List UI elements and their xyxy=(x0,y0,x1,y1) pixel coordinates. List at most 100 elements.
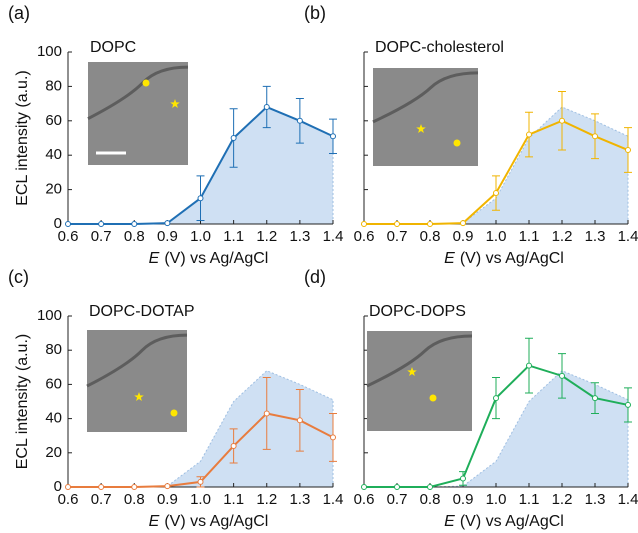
x-tick-label: 1.3 xyxy=(289,491,310,508)
point xyxy=(65,484,71,490)
point xyxy=(330,434,336,441)
inset-dot xyxy=(429,394,437,402)
x-axis-text: (V) vs Ag/AgCl xyxy=(164,513,268,530)
panel-label: DOPC-DOPS xyxy=(369,303,466,320)
point xyxy=(98,484,105,490)
point xyxy=(493,190,499,197)
point xyxy=(394,221,400,227)
point xyxy=(98,221,105,227)
y-axis-label: ECL intensity (a.u.) xyxy=(14,70,31,205)
point xyxy=(526,362,532,369)
x-tick-label: 0.6 xyxy=(58,491,79,508)
x-tick-label: 1.2 xyxy=(256,491,277,508)
point xyxy=(559,372,565,379)
x-axis-label: E (V) vs Ag/AgCl xyxy=(444,513,564,530)
x-tick-label: 0.6 xyxy=(354,228,375,245)
x-tick-label: 1.4 xyxy=(618,491,638,508)
y-tick-label: 20 xyxy=(45,181,62,198)
x-tick-label: 0.8 xyxy=(420,228,441,245)
x-tick-label: 0.6 xyxy=(58,228,79,245)
x-tick-label: 1.0 xyxy=(190,491,211,508)
inset-star xyxy=(416,124,426,133)
point xyxy=(65,221,71,227)
x-tick-label: 1.4 xyxy=(618,228,638,245)
x-tick-label: 1.3 xyxy=(585,228,606,245)
x-axis-symbol: E xyxy=(444,250,455,267)
inset-star xyxy=(170,99,180,108)
x-tick-label: 0.9 xyxy=(453,491,474,508)
inset-image xyxy=(88,62,188,165)
panel-letter: (b) xyxy=(304,3,326,23)
inset-edge xyxy=(86,333,188,388)
y-tick-label: 80 xyxy=(45,77,62,94)
point xyxy=(230,135,237,141)
inset-dot xyxy=(453,139,461,147)
x-axis-symbol: E xyxy=(149,250,160,267)
x-tick-label: 1.3 xyxy=(289,228,310,245)
point xyxy=(460,220,466,227)
panel: 0.6 0.7 0.8 0.9 1.0 1.1 1.2 1.3 1.4 E (V) vs Ag/Ag… xyxy=(304,3,638,267)
y-tick-label: 40 xyxy=(45,146,62,163)
point xyxy=(131,484,138,490)
x-tick-label: 0.7 xyxy=(387,491,408,508)
panel-label: DOPC-DOTAP xyxy=(89,303,194,320)
panel-letter: (d) xyxy=(304,267,326,287)
y-tick-label: 0 xyxy=(54,478,62,495)
panel: 0 20 40 60 80 100 0.6 0.7 0.8 0.9 1.0 1.1 1.2 1.3 1.4 E… xyxy=(8,267,343,530)
point xyxy=(164,220,171,227)
x-tick-label: 1.2 xyxy=(552,228,573,245)
point xyxy=(427,484,433,490)
point xyxy=(361,221,367,227)
y-tick-label: 40 xyxy=(45,410,62,427)
inset-image xyxy=(87,330,187,432)
panel-label: DOPC-cholesterol xyxy=(375,39,504,56)
point xyxy=(164,483,171,490)
x-tick-label: 0.8 xyxy=(124,491,145,508)
point xyxy=(592,133,598,140)
point xyxy=(296,417,303,424)
x-tick-label: 1.1 xyxy=(519,491,540,508)
point xyxy=(559,117,565,124)
inset-edge xyxy=(366,334,473,388)
inset-star xyxy=(134,392,144,401)
point xyxy=(592,395,598,402)
x-axis-text: (V) vs Ag/AgCl xyxy=(460,250,564,267)
point xyxy=(427,221,433,227)
point xyxy=(263,410,270,417)
x-tick-label: 0.9 xyxy=(157,228,178,245)
reference-area xyxy=(364,370,629,488)
x-tick-label: 1.4 xyxy=(323,491,344,508)
panel-label: DOPC xyxy=(90,39,136,56)
x-axis-label: E (V) vs Ag/AgCl xyxy=(149,513,269,530)
x-tick-label: 0.7 xyxy=(91,228,112,245)
x-tick-label: 1.0 xyxy=(486,228,507,245)
x-tick-label: 1.1 xyxy=(223,228,244,245)
y-tick-label: 20 xyxy=(45,444,62,461)
panel: 0 20 40 60 80 100 0.6 0.7 0.8 0.9 1.0 1.1 1.2 1.3 1.4 E… xyxy=(8,3,343,267)
inset-image xyxy=(367,331,472,431)
point xyxy=(197,195,204,202)
y-tick-label: 100 xyxy=(37,307,62,324)
point xyxy=(296,117,303,124)
x-tick-label: 1.0 xyxy=(486,491,507,508)
point xyxy=(131,221,138,227)
point xyxy=(263,104,270,111)
y-tick-label: 0 xyxy=(54,215,62,232)
y-tick-label: 100 xyxy=(37,43,62,60)
panel-letter: (c) xyxy=(8,267,29,287)
point xyxy=(460,475,466,482)
x-tick-label: 0.9 xyxy=(157,491,178,508)
x-tick-label: 0.7 xyxy=(387,228,408,245)
x-axis-text: (V) vs Ag/AgCl xyxy=(164,250,268,267)
inset-dot xyxy=(170,409,178,417)
point xyxy=(493,395,499,402)
y-tick-label: 60 xyxy=(45,375,62,392)
x-tick-label: 1.4 xyxy=(323,228,344,245)
x-tick-label: 0.6 xyxy=(354,491,375,508)
x-axis-text: (V) vs Ag/AgCl xyxy=(460,513,564,530)
x-axis-symbol: E xyxy=(149,513,160,530)
x-tick-label: 0.8 xyxy=(420,491,441,508)
point xyxy=(526,131,532,138)
x-tick-label: 0.8 xyxy=(124,228,145,245)
